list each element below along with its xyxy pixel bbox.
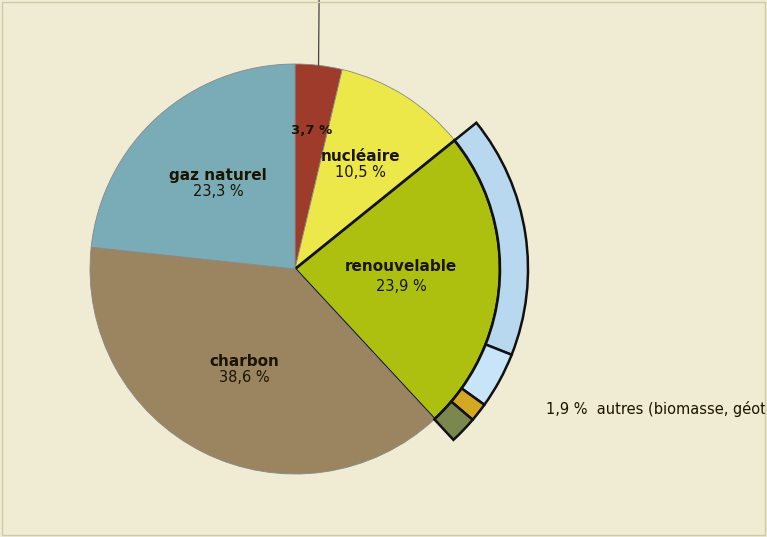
Text: 23,9 %: 23,9 % — [376, 279, 426, 294]
Wedge shape — [434, 402, 472, 440]
Wedge shape — [462, 344, 512, 405]
Text: 38,6 %: 38,6 % — [219, 371, 270, 385]
Text: 1,9 %  autres (biomasse, géothermie...): 1,9 % autres (biomasse, géothermie...) — [546, 401, 767, 417]
Wedge shape — [295, 69, 455, 269]
Text: charbon: charbon — [209, 354, 279, 369]
Text: 3,7 %: 3,7 % — [291, 124, 332, 137]
Text: gaz naturel: gaz naturel — [170, 168, 267, 183]
Wedge shape — [451, 388, 484, 420]
Wedge shape — [90, 247, 434, 474]
Wedge shape — [295, 140, 500, 419]
Text: renouvelable: renouvelable — [345, 259, 457, 274]
Text: 23,3 %: 23,3 % — [193, 184, 244, 199]
Wedge shape — [91, 64, 295, 269]
Text: nucléaire: nucléaire — [321, 149, 400, 164]
Wedge shape — [295, 64, 342, 269]
Text: 10,5 %: 10,5 % — [335, 165, 386, 180]
Wedge shape — [455, 123, 528, 355]
